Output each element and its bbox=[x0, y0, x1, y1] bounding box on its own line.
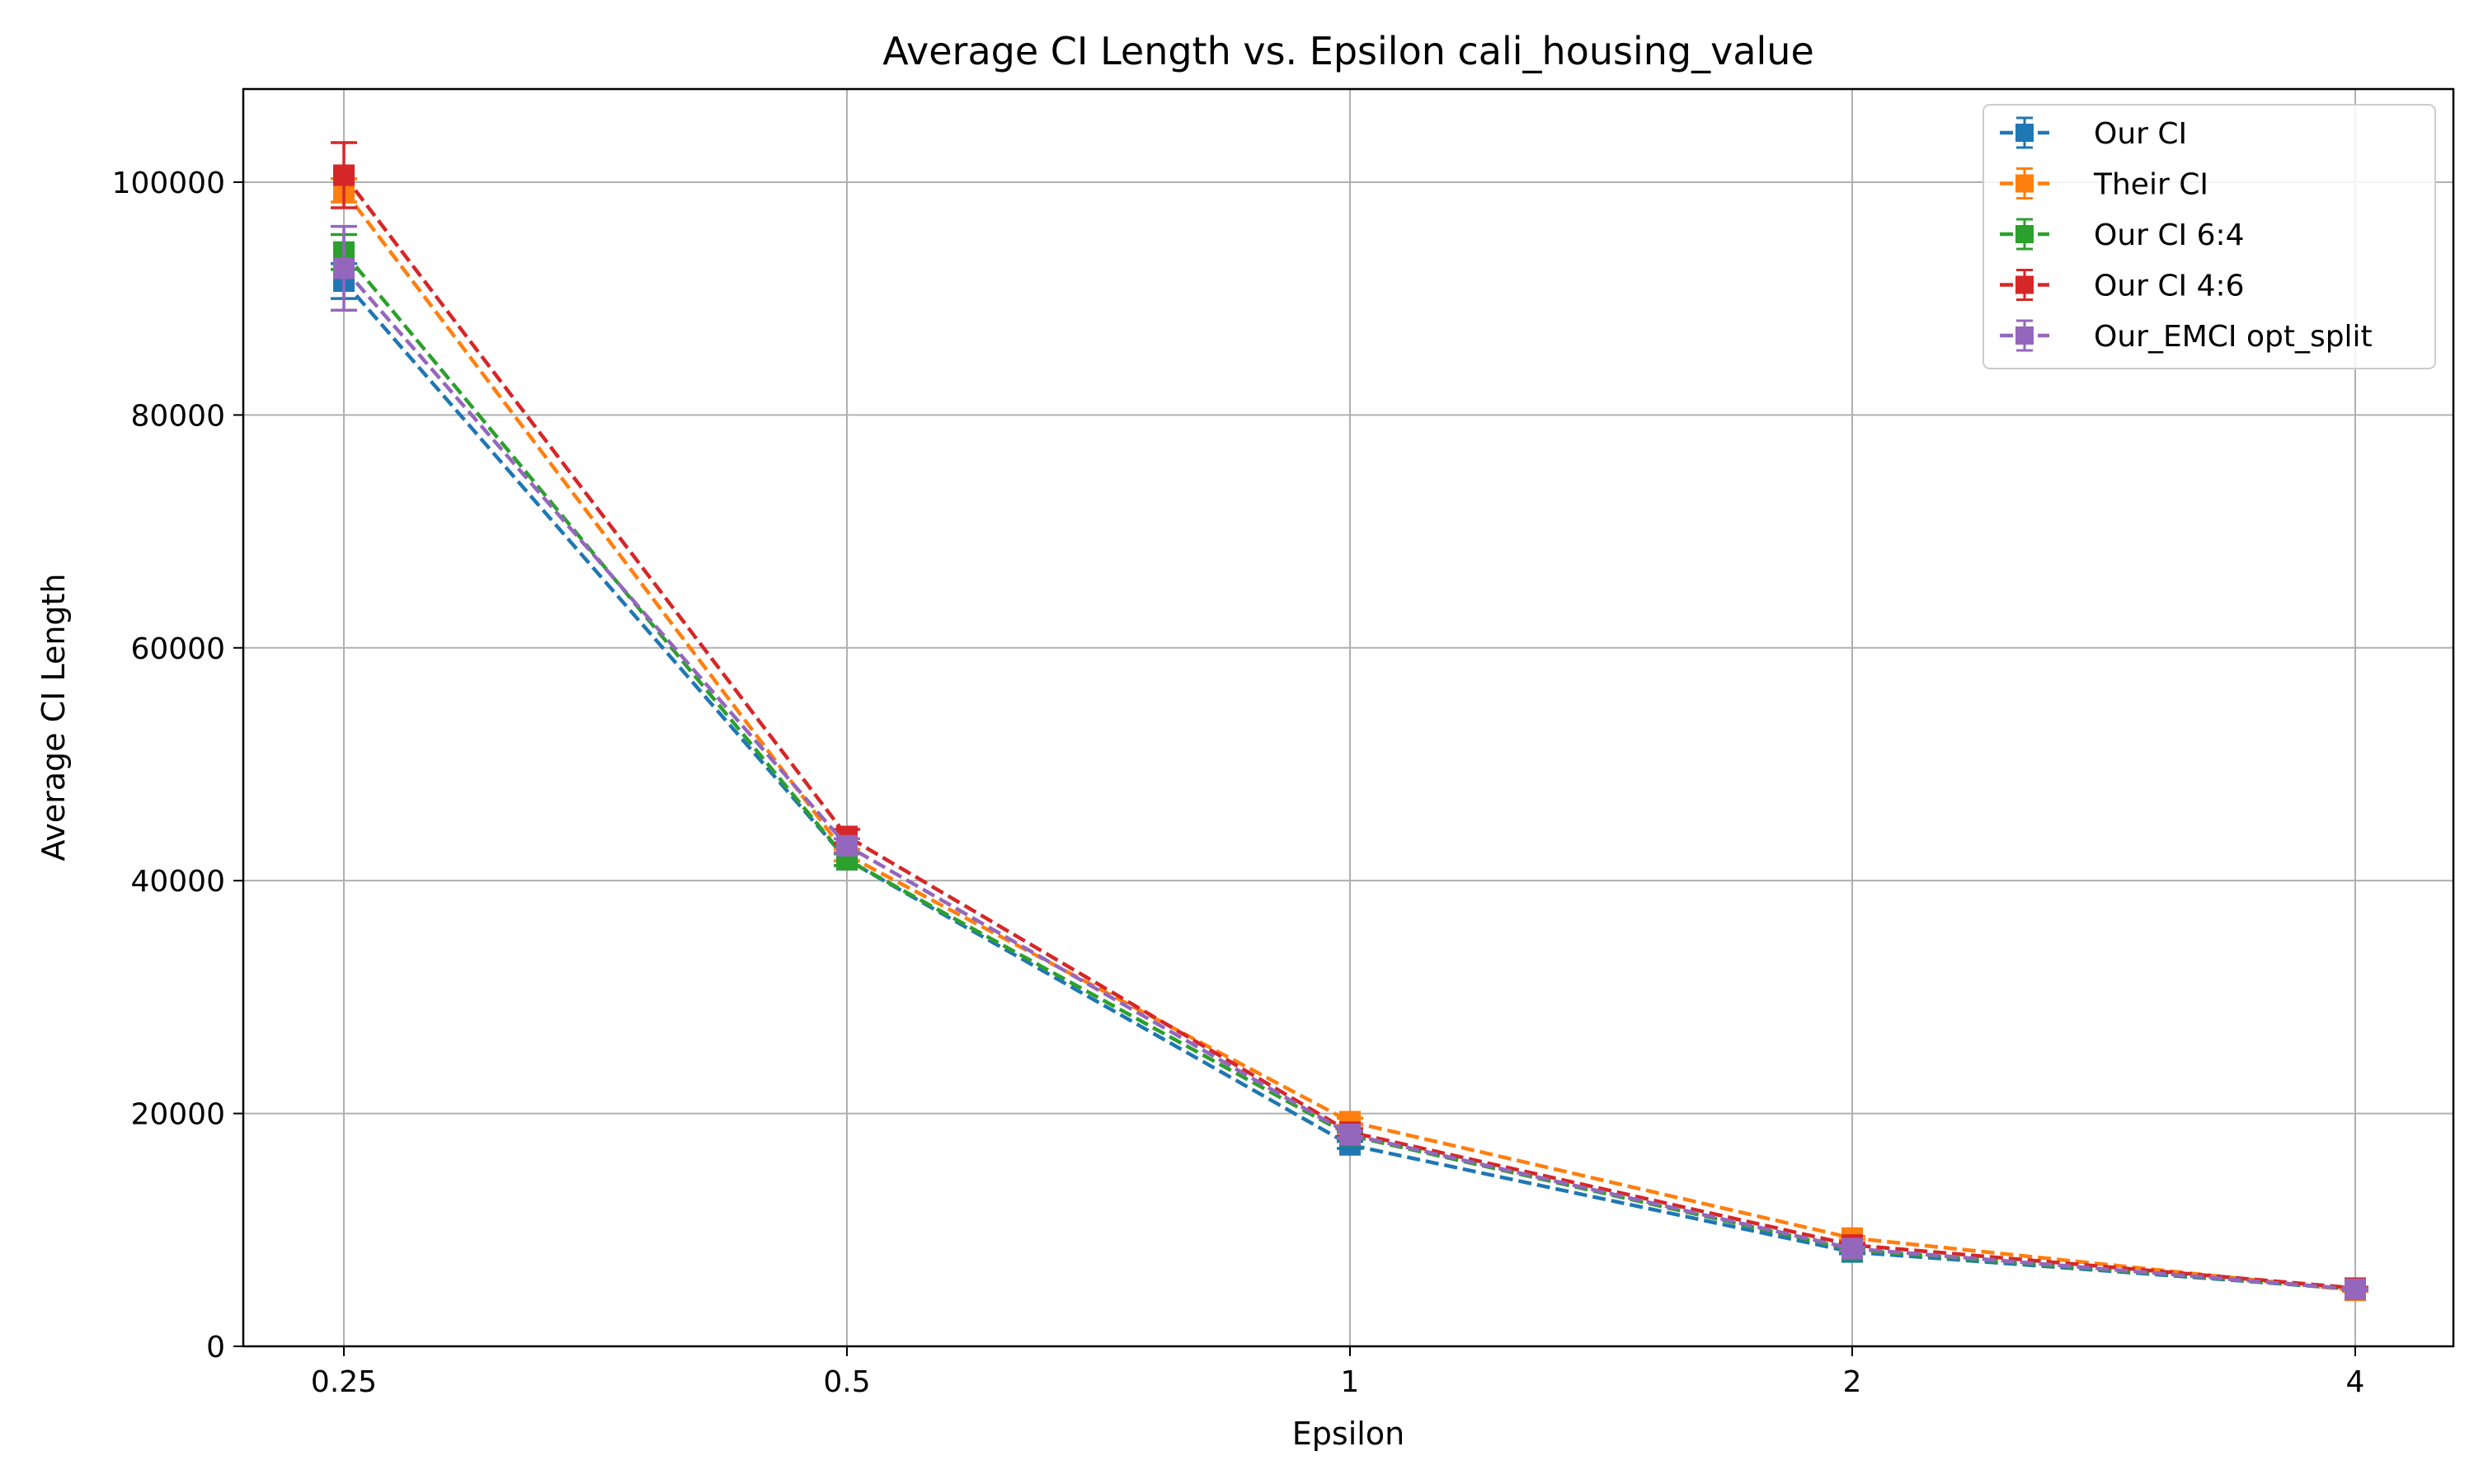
legend-marker bbox=[2015, 124, 2034, 142]
legend-marker bbox=[2015, 326, 2034, 345]
data-point bbox=[1339, 1124, 1361, 1146]
legend-label: Our_EMCI opt_split bbox=[2094, 320, 2373, 354]
legend-entry: Our_EMCI opt_split bbox=[2000, 319, 2373, 354]
y-tick-label: 0 bbox=[206, 1331, 225, 1364]
axis-ticks: 0.25 0.5 1 2 4 0 20000 40000 60000 80000 100000 bbox=[112, 167, 2365, 1399]
data-point bbox=[1841, 1237, 1863, 1260]
legend-marker bbox=[2015, 225, 2034, 243]
x-tick-label: 0.25 bbox=[311, 1365, 377, 1399]
data-point bbox=[836, 834, 858, 857]
data-point bbox=[2345, 1278, 2366, 1300]
series-our-emci-opt-split bbox=[331, 224, 2368, 1300]
chart-title: Average CI Length vs. Epsilon cali_housi… bbox=[882, 29, 1814, 73]
y-tick-label: 80000 bbox=[130, 399, 225, 433]
legend-label: Our CI 4:6 bbox=[2094, 270, 2245, 303]
legend-marker bbox=[2015, 174, 2034, 193]
legend-entry: Our CI 6:4 bbox=[2000, 218, 2245, 252]
legend: Our CI Their CI Our CI 6:4 Our CI 4:6 Our_EM… bbox=[1982, 104, 2436, 369]
series-line bbox=[342, 189, 2356, 1293]
legend-entry: Their CI bbox=[2000, 167, 2208, 202]
data-point bbox=[333, 164, 355, 186]
series-group bbox=[331, 141, 2368, 1302]
legend-marker bbox=[2015, 275, 2034, 294]
y-tick-label: 20000 bbox=[130, 1098, 225, 1132]
legend-label: Our CI 6:4 bbox=[2094, 218, 2245, 252]
x-axis-label: Epsilon bbox=[1292, 1416, 1404, 1452]
y-tick-label: 60000 bbox=[130, 632, 225, 666]
x-tick-label: 4 bbox=[2346, 1365, 2365, 1399]
data-point bbox=[333, 257, 355, 279]
x-tick-label: 2 bbox=[1843, 1365, 1862, 1399]
legend-entry: Our CI 4:6 bbox=[2000, 269, 2245, 303]
legend-label: Our CI bbox=[2094, 117, 2187, 151]
y-axis-label: Average CI Length bbox=[35, 573, 72, 861]
x-tick-label: 1 bbox=[1341, 1365, 1360, 1399]
x-tick-label: 0.5 bbox=[823, 1365, 870, 1399]
y-tick-label: 100000 bbox=[112, 167, 225, 200]
legend-entry: Our CI bbox=[2000, 116, 2187, 151]
y-tick-label: 40000 bbox=[130, 865, 225, 899]
legend-label: Their CI bbox=[2093, 168, 2208, 202]
legend-box bbox=[1982, 104, 2436, 369]
plot-frame bbox=[242, 87, 2455, 1348]
